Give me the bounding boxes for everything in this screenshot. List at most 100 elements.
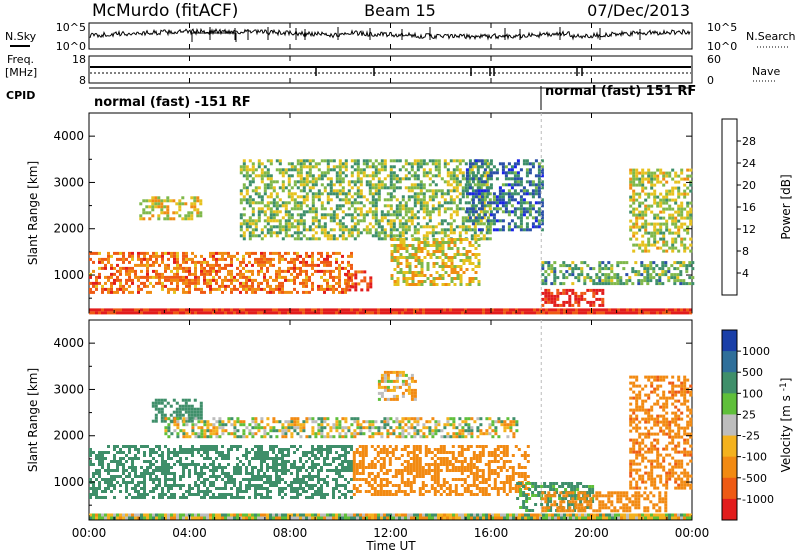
velocity-heatmap-cell bbox=[314, 448, 317, 451]
power-heatmap-cell bbox=[209, 263, 212, 267]
power-heatmap-cell bbox=[423, 280, 427, 283]
power-heatmap-cell bbox=[311, 254, 314, 258]
power-heatmap-cell bbox=[287, 177, 291, 181]
velocity-heatmap-cell bbox=[173, 478, 176, 481]
velocity-heatmap-cell bbox=[149, 513, 152, 517]
power-heatmap-cell bbox=[269, 180, 273, 184]
power-heatmap-cell bbox=[489, 162, 493, 166]
velocity-heatmap-cell bbox=[266, 454, 269, 457]
power-heatmap-cell bbox=[435, 250, 439, 253]
power-heatmap-cell bbox=[212, 254, 215, 258]
power-heatmap-cell bbox=[396, 259, 400, 262]
power-heatmap-cell bbox=[568, 294, 572, 298]
power-heatmap-cell bbox=[504, 171, 508, 175]
velocity-heatmap-cell bbox=[653, 513, 656, 517]
power-heatmap-cell bbox=[501, 165, 505, 169]
power-heatmap-cell bbox=[278, 254, 281, 258]
power-heatmap-cell bbox=[425, 308, 428, 312]
velocity-heatmap-cell bbox=[233, 484, 236, 487]
power-heatmap-cell bbox=[248, 278, 251, 282]
power-heatmap-cell bbox=[431, 231, 435, 235]
velocity-heatmap-cell bbox=[251, 469, 254, 472]
power-heatmap-cell bbox=[528, 192, 532, 196]
power-heatmap-cell bbox=[473, 225, 477, 229]
power-heatmap-cell bbox=[598, 282, 602, 286]
power-heatmap-cell bbox=[266, 281, 269, 285]
power-heatmap-cell bbox=[160, 208, 164, 212]
power-heatmap-cell bbox=[653, 189, 657, 193]
power-heatmap-cell bbox=[200, 287, 203, 291]
power-heatmap-cell bbox=[468, 256, 472, 259]
power-heatmap-cell bbox=[341, 171, 345, 175]
power-heatmap-cell bbox=[629, 204, 633, 208]
power-heatmap-cell bbox=[314, 263, 317, 267]
power-heatmap-cell bbox=[369, 282, 373, 286]
power-heatmap-cell bbox=[453, 265, 457, 268]
power-heatmap-cell bbox=[390, 259, 394, 262]
velocity-heatmap-cell bbox=[107, 478, 110, 481]
velocity-heatmap-cell bbox=[95, 457, 98, 460]
power-heatmap-cell bbox=[659, 308, 662, 312]
power-heatmap-cell bbox=[662, 171, 666, 175]
power-heatmap-cell bbox=[659, 225, 663, 229]
power-heatmap-cell bbox=[269, 260, 272, 264]
velocity-heatmap-cell bbox=[227, 451, 230, 454]
power-heatmap-cell bbox=[455, 168, 459, 172]
power-heatmap-cell bbox=[413, 225, 417, 229]
velocity-heatmap-cell bbox=[104, 513, 107, 517]
velocity-heatmap-cell bbox=[299, 466, 302, 469]
power-heatmap-cell bbox=[188, 287, 191, 291]
velocity-heatmap-cell bbox=[293, 463, 296, 466]
velocity-heatmap-cell bbox=[281, 469, 284, 472]
velocity-heatmap-cell bbox=[473, 516, 476, 520]
velocity-heatmap-cell bbox=[209, 490, 212, 493]
power-heatmap-cell bbox=[299, 213, 303, 217]
velocity-heatmap-cell bbox=[200, 481, 203, 484]
velocity-heatmap-cell bbox=[230, 445, 233, 448]
velocity-heatmap-cell bbox=[281, 472, 284, 475]
velocity-heatmap-cell bbox=[125, 513, 128, 517]
power-heatmap-cell bbox=[659, 201, 663, 205]
power-heatmap-cell bbox=[516, 192, 520, 196]
power-heatmap-cell bbox=[323, 257, 326, 261]
velocity-heatmap-cell bbox=[137, 496, 140, 499]
power-heatmap-cell bbox=[158, 263, 161, 267]
power-heatmap-cell bbox=[242, 275, 245, 279]
power-heatmap-cell bbox=[605, 311, 608, 315]
power-heatmap-cell bbox=[513, 171, 517, 175]
power-heatmap-cell bbox=[464, 183, 468, 187]
power-heatmap-cell bbox=[254, 192, 258, 196]
power-heatmap-cell bbox=[164, 284, 167, 288]
power-heatmap-cell bbox=[290, 308, 293, 312]
power-heatmap-cell bbox=[317, 195, 321, 199]
power-heatmap-cell bbox=[338, 308, 341, 312]
power-heatmap-cell bbox=[414, 256, 418, 259]
power-heatmap-cell bbox=[163, 199, 167, 203]
velocity-heatmap-cell bbox=[455, 516, 458, 520]
power-heatmap-cell bbox=[528, 228, 532, 232]
power-heatmap-cell bbox=[341, 231, 345, 235]
power-heatmap-cell bbox=[623, 311, 626, 315]
power-heatmap-cell bbox=[374, 234, 378, 238]
power-heatmap-cell bbox=[347, 254, 350, 258]
velocity-heatmap-cell bbox=[323, 481, 326, 484]
power-heatmap-cell bbox=[507, 171, 511, 175]
velocity-heatmap-cell bbox=[221, 487, 224, 490]
velocity-heatmap-cell bbox=[236, 463, 239, 466]
power-heatmap-cell bbox=[468, 244, 472, 247]
power-heatmap-cell bbox=[245, 290, 248, 294]
power-heatmap-cell bbox=[341, 287, 344, 291]
velocity-heatmap-cell bbox=[245, 469, 248, 472]
power-heatmap-cell bbox=[176, 308, 179, 312]
velocity-heatmap-cell bbox=[191, 516, 194, 520]
power-heatmap-cell bbox=[338, 162, 342, 166]
power-heatmap-cell bbox=[251, 210, 255, 214]
power-heatmap-cell bbox=[335, 257, 338, 261]
velocity-heatmap-cell bbox=[290, 513, 293, 517]
power-heatmap-cell bbox=[107, 251, 110, 255]
power-heatmap-cell bbox=[161, 260, 164, 264]
power-heatmap-cell bbox=[116, 269, 119, 273]
power-heatmap-cell bbox=[176, 260, 179, 264]
power-heatmap-cell bbox=[191, 278, 194, 282]
